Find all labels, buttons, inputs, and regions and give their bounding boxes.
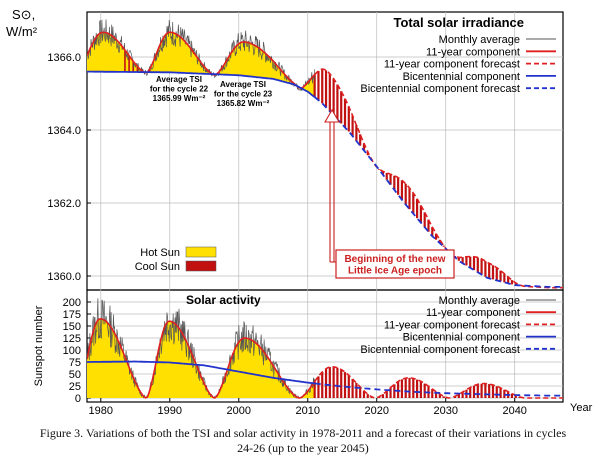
hot-cool-legend: Hot Sun Cool Sun: [135, 246, 217, 273]
x-tick-label: 2030: [433, 405, 457, 417]
eleven-year-component-line: [87, 317, 316, 399]
y-tick-label: 50: [69, 369, 81, 381]
annotation-text: Little Ice Age epoch: [348, 266, 442, 277]
y-tick-label: 125: [63, 333, 81, 345]
fill-legend-label: Hot Sun: [140, 247, 180, 259]
fill-legend-swatch: [185, 260, 217, 272]
figure-caption: Figure 3. Variations of both the TSI and…: [39, 426, 567, 455]
fill-legend-swatch: [185, 246, 217, 258]
y-tick-label: 25: [69, 381, 81, 393]
tsi-plot: [87, 19, 563, 289]
fill-legend-label: Cool Sun: [135, 261, 180, 273]
bicentennial-line: [87, 70, 316, 98]
x-ticks: 1980 1990 2000 2010 2020 2030 2040: [89, 398, 527, 417]
annotation-text: 1365.82 Wm⁻²: [217, 99, 270, 108]
y-tick-label: 150: [63, 321, 81, 333]
arrow-head: [324, 108, 340, 123]
annotation-text: for the cycle 22: [150, 85, 209, 94]
bicentennial-forecast-line: [314, 96, 563, 288]
x-tick-label: 2040: [502, 405, 526, 417]
y-tick-label: 1366.0: [47, 52, 81, 64]
tsi-title: Total solar irradiance: [393, 15, 524, 30]
y-tick-label: 75: [69, 357, 81, 369]
tsi-y-label-line1: S⊙,: [12, 7, 35, 22]
x-tick-label: 2020: [364, 405, 388, 417]
bicentennial-forecast-line: [314, 382, 563, 397]
tsi-y-label-line2: W/m²: [6, 24, 38, 39]
hot-sun-area: [87, 32, 315, 98]
annotation-text: Average TSI: [156, 75, 202, 84]
y-tick-label: 1364.0: [47, 125, 81, 137]
x-axis-label: Year: [570, 402, 593, 414]
sunspot-plot: [87, 298, 563, 400]
legend-label: 11-year component forecast: [384, 319, 520, 331]
legend-label: 11-year component: [426, 307, 520, 319]
legend-label: 11-year component forecast: [384, 59, 520, 71]
legend-label: Monthly average: [439, 295, 520, 307]
x-tick-label: 2010: [296, 405, 320, 417]
sunspot-title: Solar activity: [186, 293, 261, 307]
little-ice-age-box: [335, 249, 455, 279]
x-tick-label: 2000: [227, 405, 251, 417]
legend-label: Bicentennial component: [403, 71, 520, 83]
annotation-text: for the cycle 23: [214, 90, 273, 99]
y-tick-label: 0: [75, 393, 81, 405]
annotation-text: Average TSI: [220, 80, 266, 89]
sunspot-panel-frame: [86, 289, 564, 403]
y-tick-label: 1362.0: [47, 198, 81, 210]
tsi-y-ticks: 1360.0 1362.0 1364.0 1366.0: [47, 52, 81, 283]
y-tick-label: 100: [63, 345, 81, 357]
legend-label: Bicentennial component forecast: [360, 83, 520, 95]
bicentennial-line: [87, 360, 315, 385]
x-tick-label: 1990: [158, 405, 182, 417]
hot-sun-area: [87, 318, 315, 398]
legend-label: Monthly average: [439, 34, 520, 46]
legend-label: Bicentennial component: [403, 332, 520, 344]
legend-label: 11-year component: [426, 46, 520, 58]
y-tick-label: 1360.0: [47, 271, 81, 283]
annotation-text: Beginning of the new: [344, 254, 445, 265]
eleven-year-component-line: [87, 31, 316, 90]
y-tick-label: 175: [63, 309, 81, 321]
legend-label: Bicentennial component forecast: [360, 344, 520, 356]
annotation-text: 1365.99 Wm⁻²: [153, 94, 206, 103]
x-tick-label: 1980: [89, 405, 113, 417]
sunspot-y-label: Sunspot number: [33, 305, 45, 386]
y-tick-label: 200: [63, 297, 81, 309]
eleven-year-forecast-line: [314, 68, 563, 289]
